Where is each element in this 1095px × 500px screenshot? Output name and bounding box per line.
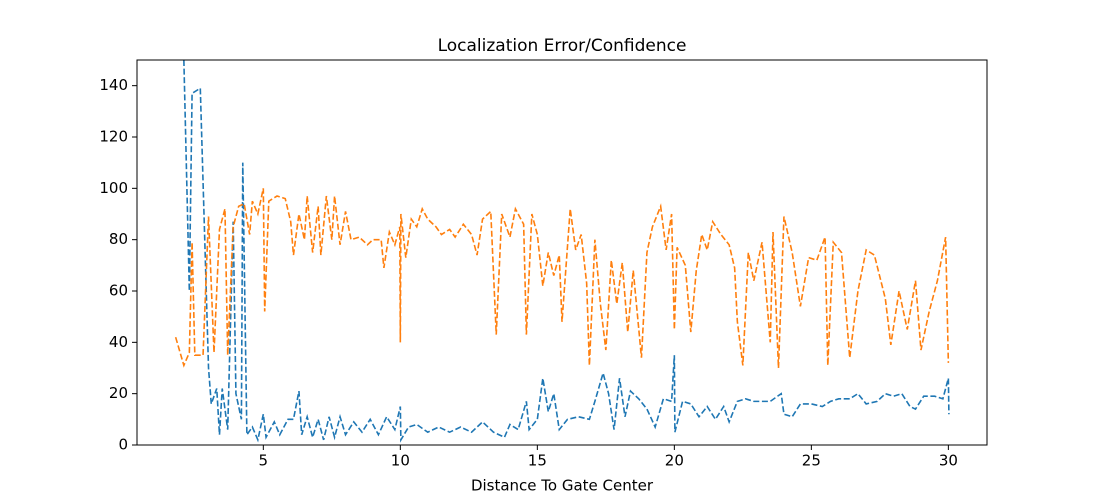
- y-tick-label: 0: [118, 436, 128, 454]
- x-tick-label: 25: [802, 452, 821, 470]
- plot-area: [174, 60, 950, 443]
- x-tick-label: 15: [528, 452, 547, 470]
- data-line: [174, 188, 950, 369]
- data-line: [183, 60, 950, 443]
- x-tick-label: 20: [665, 452, 684, 470]
- y-tick-label: 140: [99, 76, 128, 94]
- x-tick-label: 30: [939, 452, 958, 470]
- y-tick-label: 40: [109, 333, 128, 351]
- y-tick-label: 60: [109, 282, 128, 300]
- x-tick-label: 10: [391, 452, 410, 470]
- y-tick-label: 100: [99, 179, 128, 197]
- y-tick-label: 20: [109, 384, 128, 402]
- chart-title: Localization Error/Confidence: [438, 36, 687, 56]
- y-tick-label: 80: [109, 230, 128, 248]
- x-tick-label: 5: [259, 452, 269, 470]
- plot-frame: [136, 59, 988, 446]
- y-tick-label: 120: [99, 128, 128, 146]
- x-axis-label: Distance To Gate Center: [471, 477, 654, 495]
